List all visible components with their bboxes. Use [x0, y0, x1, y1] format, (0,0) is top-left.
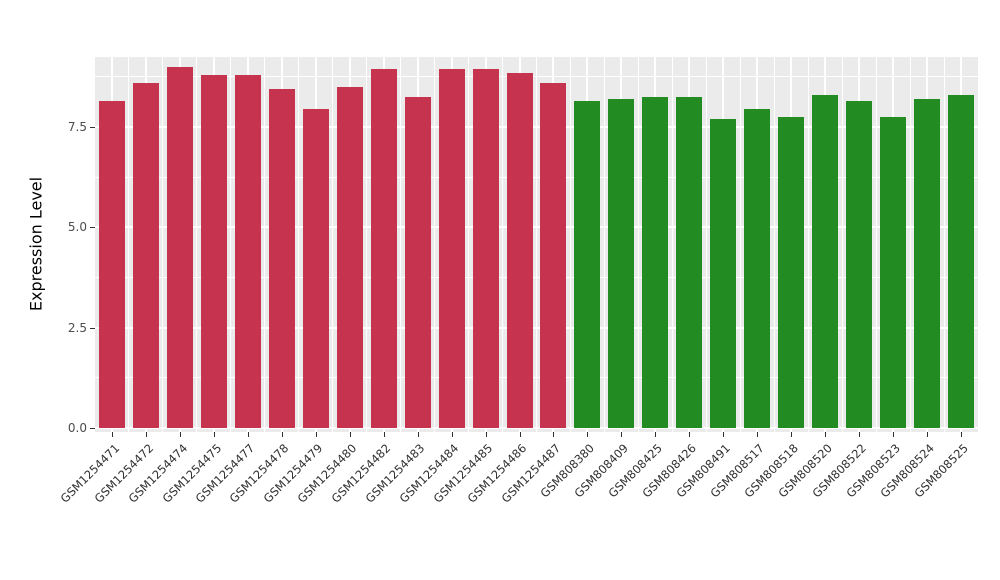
x-axis-tick-mark [553, 432, 555, 437]
x-axis-tick-mark [859, 432, 861, 437]
bar [710, 118, 737, 428]
bar [132, 82, 159, 428]
x-axis-tick-mark [519, 432, 521, 437]
x-axis-tick-mark [383, 432, 385, 437]
x-axis-tick-mark [111, 432, 113, 437]
x-axis-tick-mark [451, 432, 453, 437]
minor-gridline-v [468, 57, 470, 432]
minor-gridline-v [909, 57, 911, 432]
x-axis-tick-mark [179, 432, 181, 437]
x-axis-tick-mark [281, 432, 283, 437]
x-axis-tick-mark [655, 432, 657, 437]
x-axis-tick-mark [349, 432, 351, 437]
bar [200, 74, 227, 428]
bar [744, 108, 771, 428]
x-axis-tick-mark [723, 432, 725, 437]
minor-gridline-v [230, 57, 232, 432]
plot-panel [95, 57, 978, 432]
x-axis-tick-mark [587, 432, 589, 437]
minor-gridline-v [298, 57, 300, 432]
x-axis-tick-mark [213, 432, 215, 437]
bar [506, 72, 533, 428]
y-axis-tick-mark [90, 227, 95, 229]
minor-gridline-v [434, 57, 436, 432]
bar [540, 82, 567, 428]
x-axis-tick-mark [927, 432, 929, 437]
bar [642, 96, 669, 428]
minor-gridline-v [502, 57, 504, 432]
y-axis-tick-label: 5.0 [67, 220, 87, 235]
minor-gridline-v [196, 57, 198, 432]
minor-gridline-v [332, 57, 334, 432]
minor-gridline-v [128, 57, 130, 432]
bar [778, 116, 805, 428]
bar [438, 68, 465, 428]
minor-gridline-v [603, 57, 605, 432]
bar [472, 68, 499, 428]
x-axis-tick-mark [315, 432, 317, 437]
bar [914, 98, 941, 428]
minor-gridline-v [875, 57, 877, 432]
minor-gridline-v [366, 57, 368, 432]
bar [98, 100, 125, 428]
x-axis-tick-mark [485, 432, 487, 437]
y-axis-tick-label: 2.5 [67, 320, 87, 335]
x-axis-tick-mark [145, 432, 147, 437]
minor-gridline-v [569, 57, 571, 432]
bar [676, 96, 703, 428]
x-axis-tick-mark [247, 432, 249, 437]
x-axis-tick-mark [893, 432, 895, 437]
x-axis-tick-mark [621, 432, 623, 437]
minor-gridline-v [943, 57, 945, 432]
minor-gridline-v [773, 57, 775, 432]
minor-gridline-v [162, 57, 164, 432]
bar [574, 100, 601, 428]
bar [234, 74, 261, 428]
bar [336, 86, 363, 428]
bar [166, 66, 193, 428]
x-axis-tick-mark [757, 432, 759, 437]
bar [404, 96, 431, 428]
minor-gridline-v [841, 57, 843, 432]
minor-gridline-v [400, 57, 402, 432]
x-axis-tick-mark [791, 432, 793, 437]
y-axis-tick-label: 7.5 [67, 120, 87, 135]
minor-gridline-v [637, 57, 639, 432]
minor-gridline-v [264, 57, 266, 432]
bar [302, 108, 329, 428]
bar [812, 94, 839, 428]
x-axis-tick-mark [961, 432, 963, 437]
bar [268, 88, 295, 428]
bar [846, 100, 873, 428]
y-axis-tick-label: 0.0 [67, 421, 87, 435]
minor-gridline-v [705, 57, 707, 432]
minor-gridline-v [807, 57, 809, 432]
minor-gridline-v [671, 57, 673, 432]
x-axis-tick-mark [417, 432, 419, 437]
x-axis-tick-mark [689, 432, 691, 437]
bar [880, 116, 907, 428]
bar [948, 94, 975, 428]
bar [370, 68, 397, 428]
y-axis-tick-mark [90, 327, 95, 329]
y-axis-tick-mark [90, 428, 95, 429]
minor-gridline-v [536, 57, 537, 432]
y-axis-tick-mark [90, 127, 95, 129]
x-axis-tick-mark [825, 432, 827, 437]
minor-gridline-v [739, 57, 741, 432]
bar [608, 98, 635, 428]
y-axis-title: Expression Level [26, 176, 46, 312]
